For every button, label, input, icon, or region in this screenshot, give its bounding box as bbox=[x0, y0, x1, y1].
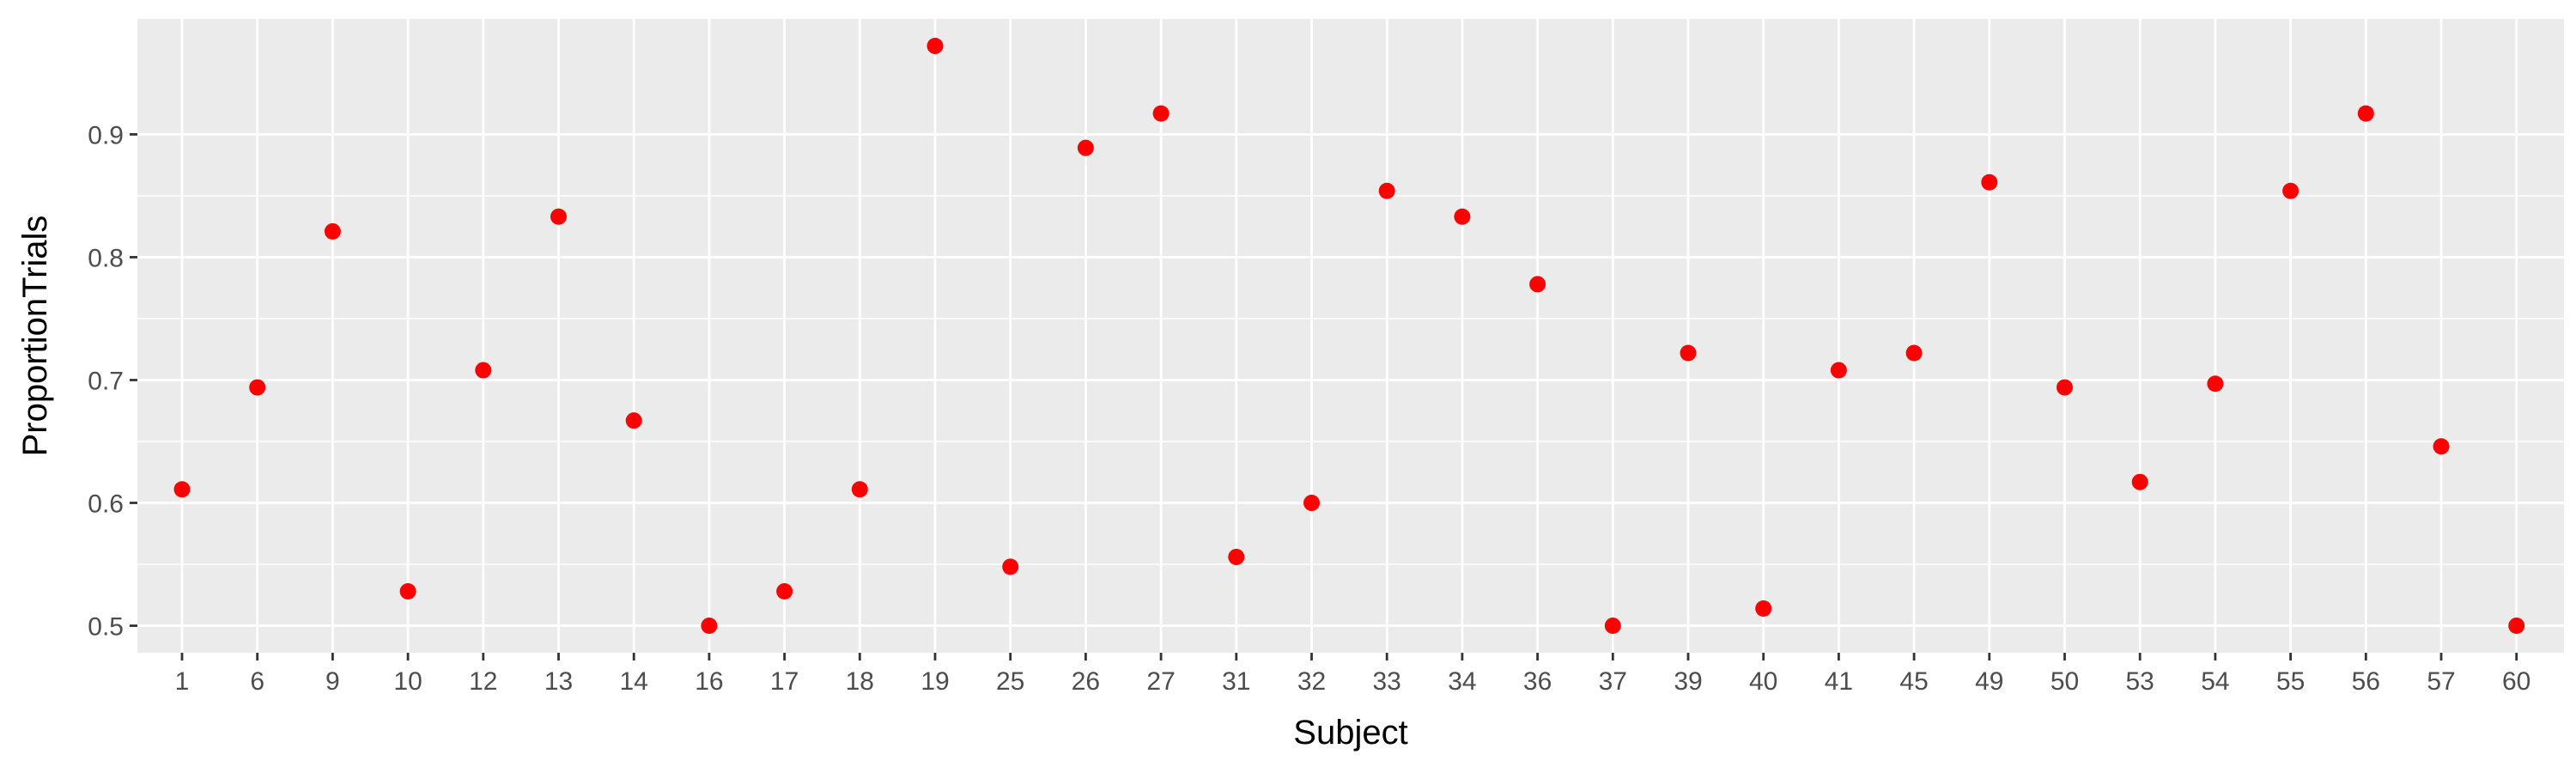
x-tick-labels: 1 6 9 10 12 13 14 16 17 18 19 25 26 27 31 32 33 34 36 37 39 4… bbox=[175, 667, 2531, 696]
data-point bbox=[249, 379, 266, 396]
plot-panel bbox=[137, 19, 2564, 653]
data-point bbox=[1152, 105, 1170, 122]
data-point bbox=[701, 618, 718, 635]
y-tick-label: 0.6 bbox=[88, 490, 124, 519]
data-point bbox=[2433, 438, 2450, 455]
data-point bbox=[399, 582, 416, 600]
data-point bbox=[2131, 473, 2148, 490]
x-tick-label: 56 bbox=[2352, 667, 2380, 696]
data-point bbox=[625, 412, 642, 429]
x-tick-label: 32 bbox=[1297, 667, 1326, 696]
y-tick-label: 0.5 bbox=[88, 613, 124, 642]
data-point bbox=[1830, 362, 1847, 379]
data-point bbox=[1303, 495, 1320, 512]
y-tick-labels: 0.5 0.6 0.7 0.8 0.9 bbox=[88, 121, 124, 641]
x-tick-label: 18 bbox=[846, 667, 874, 696]
axis-ticks bbox=[130, 133, 2518, 660]
data-point bbox=[1454, 208, 1471, 225]
x-tick-label: 16 bbox=[695, 667, 723, 696]
x-tick-label: 27 bbox=[1146, 667, 1175, 696]
x-tick-label: 57 bbox=[2427, 667, 2455, 696]
x-tick-label: 12 bbox=[469, 667, 497, 696]
data-point bbox=[1981, 173, 1998, 191]
y-tick-label: 0.8 bbox=[88, 244, 124, 272]
x-tick-label: 54 bbox=[2201, 667, 2229, 696]
x-tick-label: 34 bbox=[1448, 667, 1476, 696]
data-point bbox=[1529, 276, 1546, 293]
data-point bbox=[1755, 600, 1772, 618]
data-point bbox=[324, 222, 341, 240]
data-point bbox=[1077, 139, 1094, 156]
x-tick-label: 36 bbox=[1523, 667, 1552, 696]
x-tick-label: 33 bbox=[1373, 667, 1401, 696]
x-tick-label: 39 bbox=[1674, 667, 1702, 696]
x-tick-label: 26 bbox=[1072, 667, 1100, 696]
y-tick-label: 0.9 bbox=[88, 121, 124, 149]
x-tick-label: 10 bbox=[393, 667, 422, 696]
x-tick-label: 45 bbox=[1899, 667, 1928, 696]
data-point bbox=[475, 362, 492, 379]
x-tick-label: 17 bbox=[770, 667, 799, 696]
data-point bbox=[851, 481, 868, 498]
x-tick-label: 9 bbox=[325, 667, 340, 696]
data-point bbox=[1228, 548, 1245, 565]
data-point bbox=[2057, 379, 2073, 396]
x-tick-label: 19 bbox=[920, 667, 949, 696]
x-tick-label: 31 bbox=[1222, 667, 1250, 696]
data-point bbox=[1905, 344, 1923, 362]
x-tick-label: 49 bbox=[1975, 667, 2003, 696]
data-point bbox=[2357, 105, 2374, 122]
data-point bbox=[2207, 375, 2224, 393]
x-tick-label: 25 bbox=[996, 667, 1024, 696]
x-tick-label: 37 bbox=[1599, 667, 1627, 696]
y-axis-title: ProportionTrials bbox=[16, 216, 54, 457]
data-point bbox=[1680, 344, 1697, 362]
minor-gridlines bbox=[137, 195, 2564, 565]
x-tick-label: 50 bbox=[2050, 667, 2079, 696]
x-tick-label: 41 bbox=[1825, 667, 1853, 696]
data-point bbox=[927, 37, 944, 54]
y-tick-label: 0.7 bbox=[88, 367, 124, 395]
data-point bbox=[550, 208, 567, 225]
data-point bbox=[2508, 618, 2525, 635]
x-tick-label: 40 bbox=[1749, 667, 1777, 696]
x-tick-label: 55 bbox=[2276, 667, 2305, 696]
x-tick-label: 13 bbox=[544, 667, 573, 696]
data-point bbox=[2282, 182, 2300, 199]
data-point bbox=[776, 582, 793, 600]
data-point bbox=[1378, 182, 1395, 199]
x-tick-label: 14 bbox=[620, 667, 648, 696]
major-gridlines bbox=[137, 19, 2564, 653]
data-point bbox=[173, 481, 191, 498]
data-point bbox=[1604, 618, 1621, 635]
x-tick-label: 53 bbox=[2126, 667, 2154, 696]
x-tick-label: 1 bbox=[175, 667, 190, 696]
x-axis-title: Subject bbox=[1293, 714, 1407, 752]
data-points bbox=[173, 37, 2525, 635]
data-point bbox=[1002, 558, 1019, 575]
x-tick-label: 60 bbox=[2502, 667, 2530, 696]
x-tick-label: 6 bbox=[250, 667, 264, 696]
